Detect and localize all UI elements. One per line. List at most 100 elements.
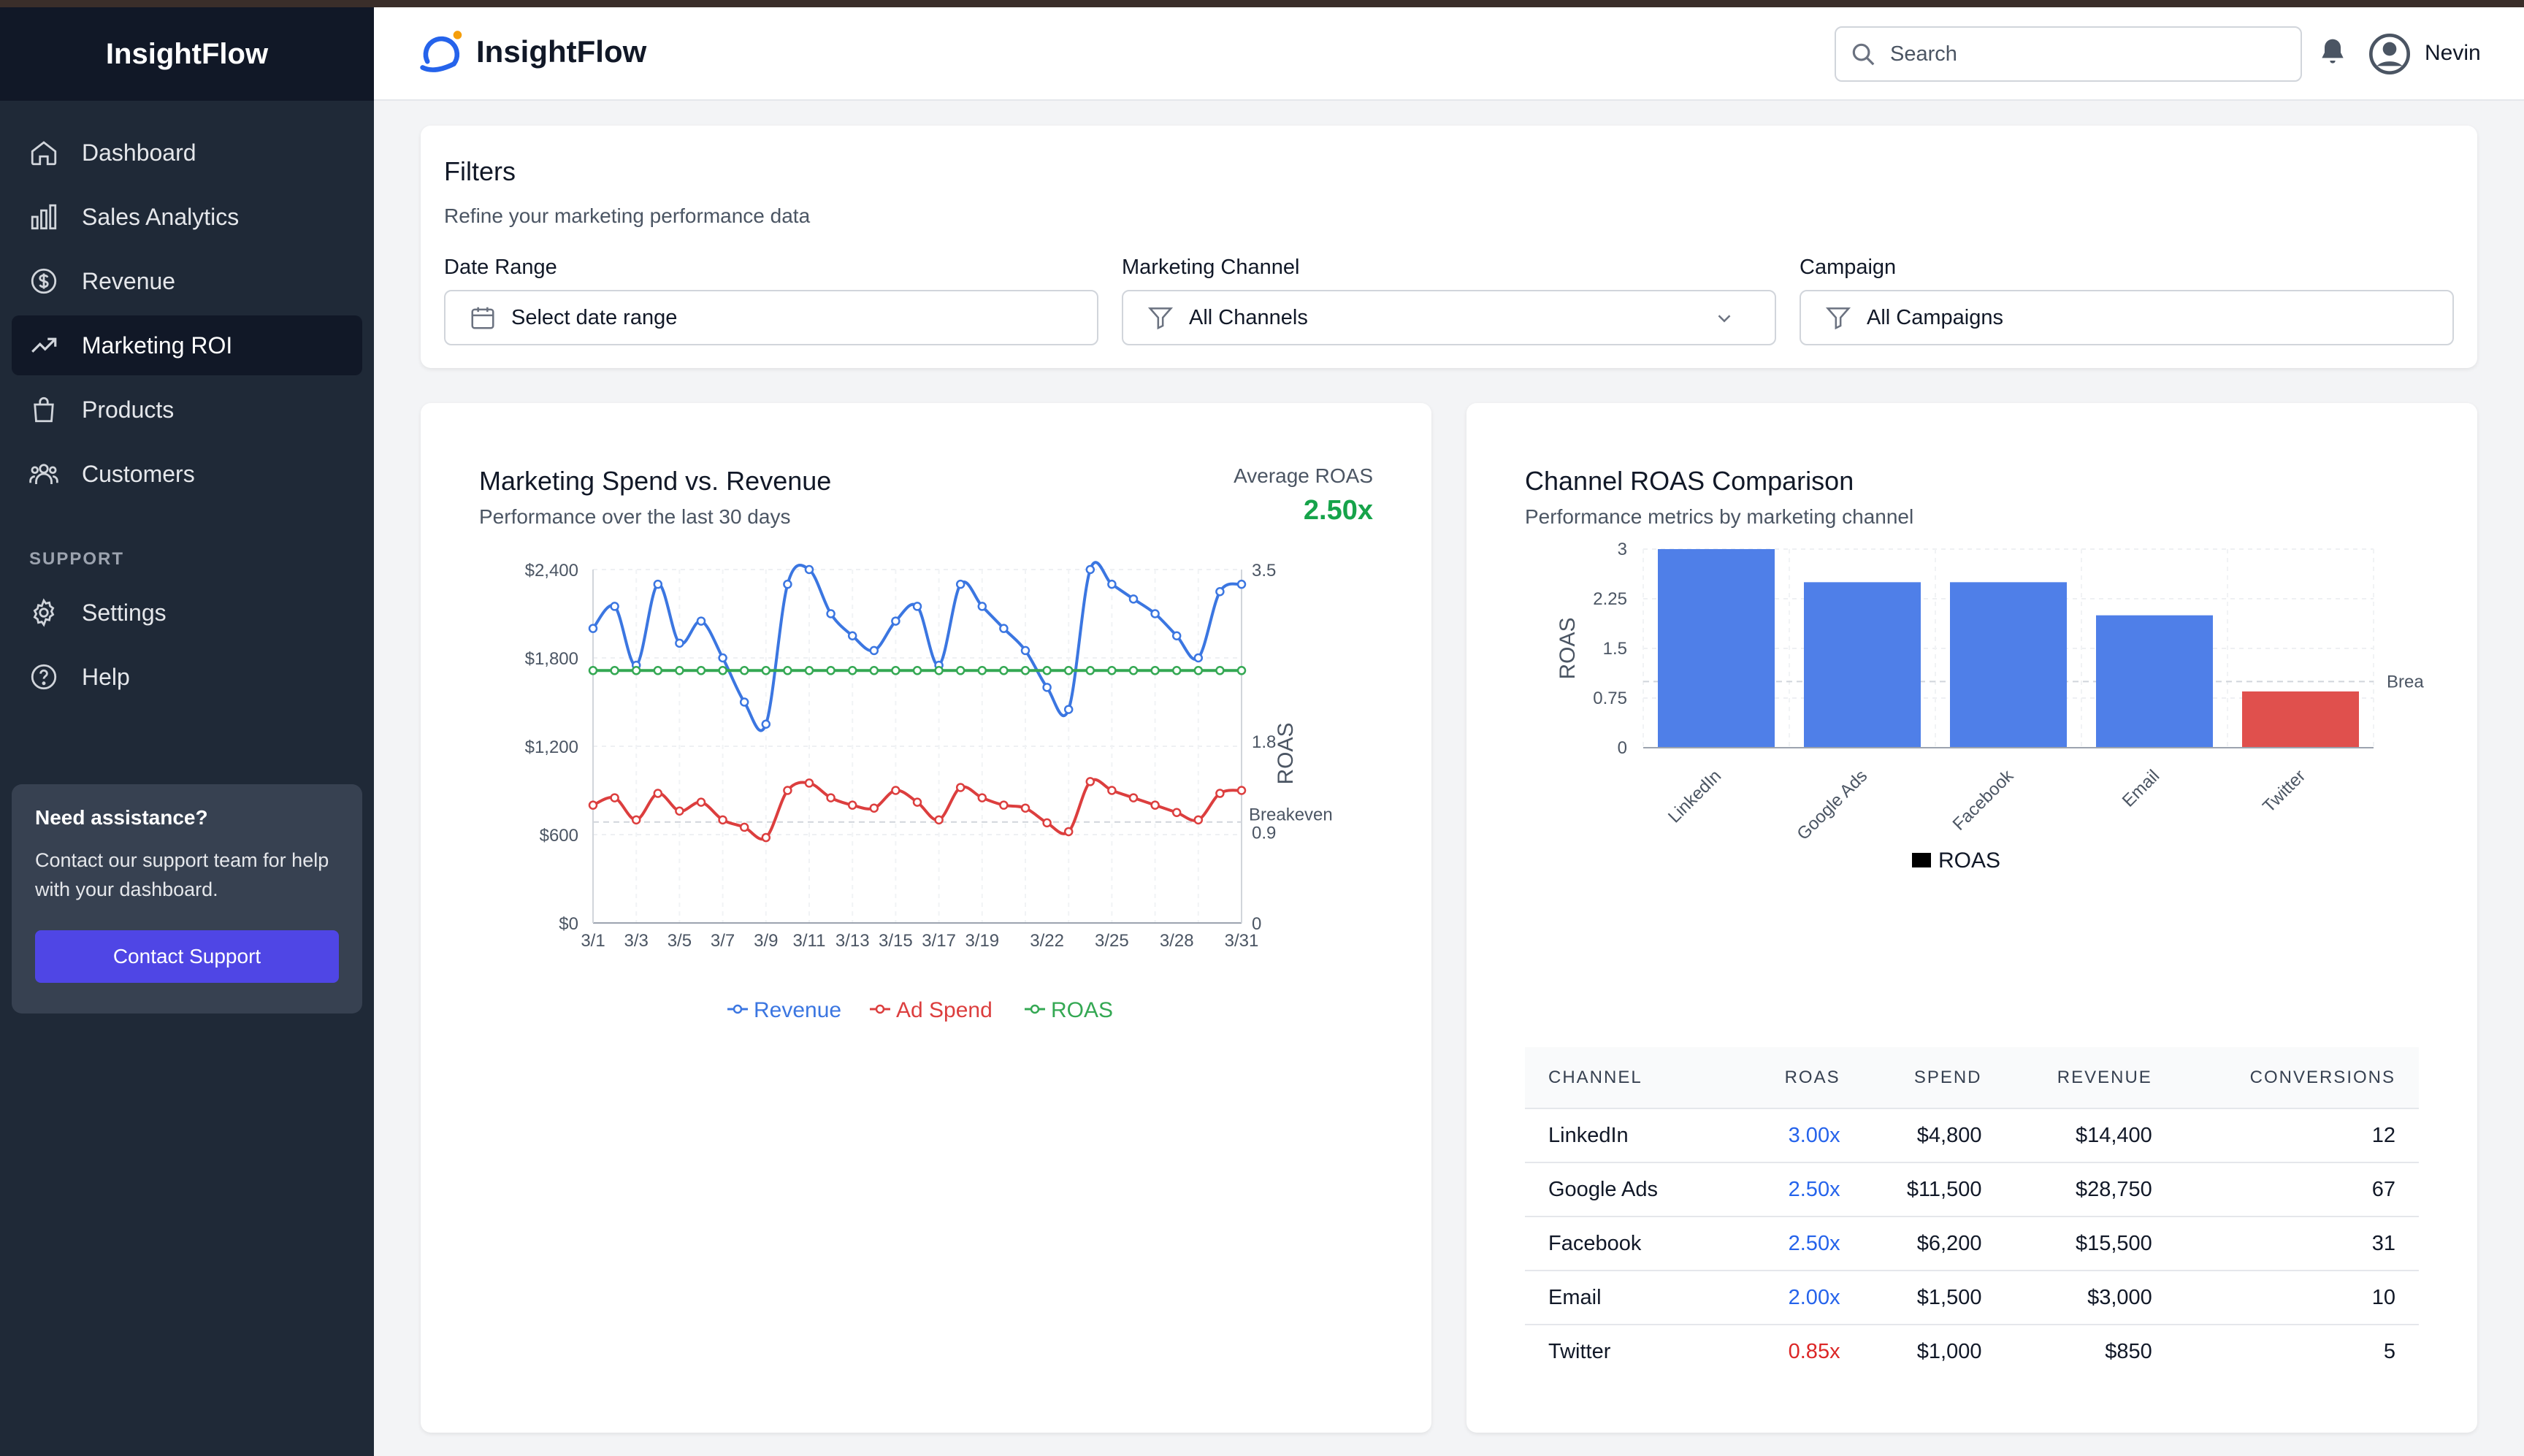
- channel-group: Marketing Channel All Channels: [1122, 256, 1776, 345]
- sidebar: InsightFlow Dashboard Sales Analytics Re…: [0, 7, 374, 1456]
- campaign-value: All Campaigns: [1867, 305, 2003, 329]
- col-header-spend[interactable]: SPEND: [1863, 1047, 2005, 1109]
- col-header-roas[interactable]: ROAS: [1750, 1047, 1864, 1109]
- x-tick-label: 3/17: [922, 931, 956, 951]
- ad-spend-point: [1128, 793, 1139, 802]
- ad-spend-point: [826, 793, 835, 802]
- table-row: Google Ads 2.50x $11,500 $28,750 67: [1525, 1162, 2419, 1217]
- cell-channel: Twitter: [1548, 1340, 1611, 1363]
- cell-spend: $4,800: [1863, 1108, 2005, 1163]
- x-tick-label: 3/25: [1095, 931, 1129, 951]
- roas-point: [869, 666, 879, 675]
- revenue-point: [955, 579, 965, 589]
- roas-point: [761, 666, 771, 675]
- y-tick-label: 2.25: [1593, 589, 1627, 609]
- revenue-point: [718, 653, 727, 663]
- revenue-point: [610, 602, 619, 611]
- col-header-channel[interactable]: CHANNEL: [1525, 1047, 1751, 1109]
- table-row: Twitter 0.85x $1,000 $850 5: [1525, 1325, 2419, 1379]
- bar-linkedin: [1658, 549, 1775, 748]
- channel-select[interactable]: All Channels: [1122, 290, 1776, 345]
- x-tick-label: 3/5: [668, 931, 692, 951]
- roas-point: [934, 666, 944, 675]
- campaign-label: Campaign: [1800, 256, 1897, 279]
- ad-spend-point: [761, 832, 771, 843]
- roas-point: [804, 666, 814, 675]
- x-tick-label: 3/31: [1225, 931, 1259, 951]
- spend-chart-subtitle: Performance over the last 30 days: [479, 505, 791, 528]
- revenue-point: [1063, 705, 1074, 714]
- ad-spend-legend-dot: [875, 1004, 885, 1014]
- chevron-down-icon: [1718, 315, 1731, 323]
- roas-chart-subtitle: Performance metrics by marketing channel: [1525, 505, 1914, 528]
- campaign-select[interactable]: All Campaigns: [1800, 290, 2454, 345]
- search-box[interactable]: [1835, 26, 2302, 82]
- sidebar-item-marketing-roi[interactable]: Marketing ROI: [12, 315, 362, 375]
- sidebar-item-help[interactable]: Help: [12, 647, 362, 707]
- table-row: Facebook 2.50x $6,200 $15,500 31: [1525, 1216, 2419, 1271]
- channel-roas-card: Channel ROAS Comparison Performance metr…: [1466, 403, 2477, 1433]
- cell-roas: 2.00x: [1750, 1271, 1864, 1325]
- user-name[interactable]: Nevin: [2425, 41, 2481, 65]
- logo-text: InsightFlow: [476, 34, 647, 69]
- right-tick-label: 0.9: [1252, 824, 1276, 843]
- ad-spend-point: [739, 822, 749, 832]
- cell-revenue: $28,750: [2005, 1162, 2176, 1217]
- roas-point: [718, 666, 727, 675]
- support-heading: SUPPORT: [29, 549, 125, 569]
- ad-spend-point: [1215, 789, 1225, 798]
- filter-icon: [1147, 307, 1174, 330]
- contact-support-button[interactable]: Contact Support: [35, 930, 339, 983]
- ad-spend-point: [610, 793, 619, 802]
- x-tick-label: Google Ads: [1793, 766, 1871, 844]
- roas-point: [999, 666, 1009, 675]
- cell-spend: $6,200: [1863, 1216, 2005, 1271]
- revenue-point: [696, 616, 706, 626]
- x-tick-label: Facebook: [1949, 765, 2018, 834]
- ad-spend-series-line: [592, 778, 1242, 841]
- col-header-revenue[interactable]: REVENUE: [2005, 1047, 2176, 1109]
- sidebar-item-settings[interactable]: Settings: [12, 583, 362, 643]
- ad-spend-point: [1150, 800, 1160, 810]
- x-tick-label: 3/22: [1030, 931, 1064, 951]
- col-header-conversions[interactable]: CONVERSIONS: [2175, 1047, 2419, 1109]
- right-tick-label: 1.8: [1252, 732, 1276, 752]
- notifications-button[interactable]: [2317, 37, 2349, 72]
- cell-conversions: 31: [2175, 1216, 2419, 1271]
- logo-icon: [420, 31, 462, 72]
- sidebar-item-customers[interactable]: Customers: [12, 444, 362, 504]
- cell-revenue: $850: [2105, 1340, 2152, 1363]
- help-circle-icon: [28, 661, 60, 693]
- cell-conversions: 12: [2175, 1108, 2419, 1163]
- revenue-point: [1107, 579, 1117, 589]
- sidebar-item-products[interactable]: Products: [12, 380, 362, 440]
- roas-point: [1236, 666, 1247, 675]
- y-tick-label: 1.5: [1603, 639, 1627, 659]
- cell-roas: 2.50x: [1750, 1162, 1864, 1217]
- roas-chart-title: Channel ROAS Comparison: [1525, 466, 1854, 496]
- table-row: LinkedIn 3.00x $4,800 $14,400 12: [1525, 1108, 2419, 1163]
- revenue-point: [869, 645, 879, 656]
- cell-roas: 0.85x: [1788, 1340, 1840, 1363]
- revenue-point: [1171, 631, 1182, 640]
- ad-spend-point: [1020, 803, 1030, 813]
- search-input[interactable]: [1890, 42, 2299, 66]
- right-tick-label: 0: [1252, 914, 1261, 934]
- ad-spend-point: [1171, 808, 1182, 817]
- avatar[interactable]: [2369, 34, 2410, 74]
- sidebar-item-label: Help: [82, 663, 130, 690]
- sidebar-item-sales-analytics[interactable]: Sales Analytics: [12, 187, 362, 247]
- header-logo[interactable]: InsightFlow: [418, 28, 646, 76]
- sidebar-item-label: Products: [82, 396, 175, 423]
- date-range-picker[interactable]: Select date range: [444, 290, 1098, 345]
- ad-spend-legend-label: Ad Spend: [896, 998, 993, 1022]
- sidebar-item-revenue[interactable]: Revenue: [12, 251, 362, 311]
- sidebar-item-dashboard[interactable]: Dashboard: [12, 123, 362, 183]
- revenue-point: [847, 631, 857, 640]
- ad-spend-point: [1236, 786, 1247, 795]
- cell-spend: $1,000: [1916, 1340, 1982, 1363]
- roas-point: [1107, 666, 1117, 675]
- sidebar-item-label: Marketing ROI: [82, 332, 233, 359]
- ad-spend-point: [718, 815, 727, 825]
- revenue-point: [783, 579, 792, 589]
